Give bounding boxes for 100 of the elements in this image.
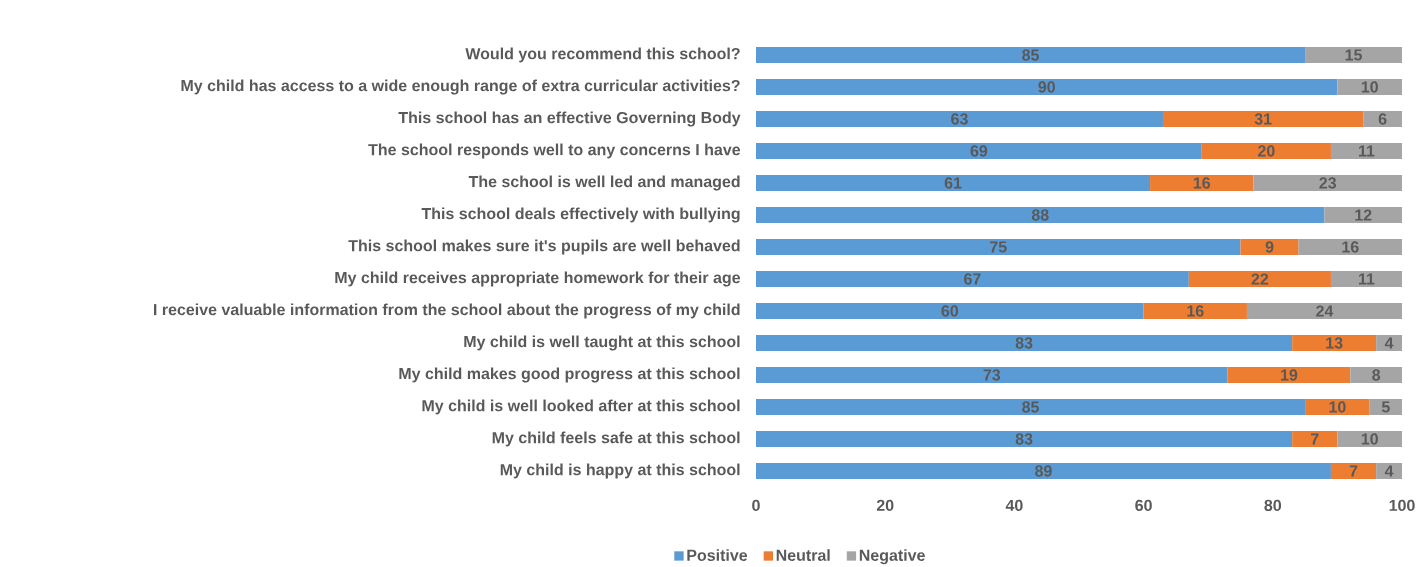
y-tick-label: My child is well looked after at this school — [422, 399, 740, 415]
bar — [1337, 79, 1402, 95]
bar — [1376, 462, 1402, 479]
bar — [1330, 143, 1402, 159]
data-label: 16 — [1193, 177, 1211, 189]
data-label: 9 — [1265, 241, 1274, 253]
data-label: 7 — [1349, 465, 1358, 477]
data-label: 85 — [1022, 401, 1039, 413]
bar — [756, 79, 1338, 95]
legend-label: Negative — [859, 549, 925, 565]
data-label: 60 — [941, 305, 959, 317]
bar — [1305, 399, 1370, 415]
bar — [756, 207, 1325, 223]
data-label: 15 — [1345, 49, 1362, 61]
bar — [756, 399, 1306, 415]
data-label: 4 — [1384, 465, 1394, 477]
bar — [1337, 431, 1402, 447]
data-label: 5 — [1381, 401, 1390, 413]
data-label: 11 — [1359, 145, 1375, 157]
bar — [1246, 302, 1402, 319]
data-label: 24 — [1316, 305, 1334, 317]
bar — [1376, 334, 1402, 351]
legend-label: Positive — [687, 549, 748, 561]
bar — [756, 143, 1202, 159]
bar — [1363, 111, 1402, 127]
data-label: 12 — [1355, 209, 1372, 221]
data-label: 67 — [964, 273, 981, 285]
data-label: 16 — [1187, 305, 1204, 317]
data-label: 69 — [970, 145, 988, 157]
data-label: 61 — [944, 177, 962, 189]
bar — [756, 47, 1306, 63]
y-tick-label: My child is happy at this school — [500, 463, 740, 479]
bar — [1150, 175, 1254, 191]
data-label: 63 — [951, 113, 968, 125]
bar — [1240, 239, 1299, 255]
bar — [756, 431, 1293, 447]
bar — [1201, 143, 1331, 159]
bar — [1330, 462, 1377, 479]
y-tick-label: This school has an effective Governing Body — [398, 111, 741, 127]
y-tick-label: My child feels safe at this school — [492, 431, 740, 447]
bar — [756, 239, 1241, 255]
x-tick-label: 100 — [1389, 499, 1415, 512]
data-label: 16 — [1342, 241, 1359, 253]
data-label: 90 — [1038, 81, 1055, 93]
data-label: 31 — [1254, 113, 1272, 125]
x-tick-label: 40 — [1005, 499, 1023, 512]
bar — [1298, 239, 1402, 255]
y-tick-label: My child makes good progress at this school — [399, 367, 740, 383]
data-label: 6 — [1378, 113, 1387, 125]
y-tick-label: I receive valuable information from the school about the progress of my child — [154, 303, 740, 319]
data-label: 10 — [1361, 433, 1378, 445]
data-label: 23 — [1319, 177, 1337, 189]
x-tick-label: 60 — [1135, 499, 1152, 512]
bar — [1350, 366, 1402, 383]
bar — [756, 271, 1189, 287]
y-tick-label: My child has access to a wide enough range of extra curricular activities? — [181, 79, 740, 95]
x-tick-label: 0 — [752, 499, 760, 512]
data-label: 20 — [1258, 145, 1275, 157]
data-label: 83 — [1015, 433, 1033, 445]
bar — [1143, 302, 1247, 319]
y-tick-label: This school deals effectively with bullying — [421, 207, 740, 223]
bar — [756, 366, 1228, 383]
bar — [1188, 271, 1331, 287]
y-tick-label: The school is well led and managed — [468, 175, 740, 191]
x-tick-label: 80 — [1264, 499, 1282, 512]
bar — [1292, 431, 1338, 447]
data-label: 83 — [1015, 337, 1033, 349]
data-label: 89 — [1035, 465, 1052, 477]
bar — [1305, 47, 1402, 63]
data-label: 10 — [1329, 401, 1346, 413]
data-label: 8 — [1372, 369, 1381, 381]
bar — [1324, 207, 1402, 223]
data-label: 13 — [1326, 337, 1343, 349]
bar — [1330, 271, 1402, 287]
y-tick-label: This school makes sure it's pupils are well behaved — [348, 239, 740, 255]
data-label: 11 — [1359, 273, 1375, 285]
y-tick-label: My child is well taught at this school — [464, 335, 740, 351]
bar — [1162, 111, 1364, 127]
legend-label: Neutral — [776, 549, 830, 561]
bar — [756, 175, 1151, 191]
data-label: 4 — [1384, 337, 1394, 349]
bar — [1253, 175, 1402, 191]
data-label: 19 — [1281, 369, 1298, 381]
bar — [1227, 366, 1351, 383]
data-label: 22 — [1251, 273, 1269, 285]
data-label: 88 — [1031, 209, 1049, 221]
x-tick-label: 20 — [876, 499, 894, 512]
data-label: 85 — [1022, 49, 1039, 61]
data-label: 7 — [1311, 433, 1319, 445]
bar — [756, 462, 1331, 479]
data-label: 10 — [1361, 81, 1378, 93]
y-tick-label: The school responds well to any concerns I have — [368, 143, 741, 159]
bar — [756, 111, 1163, 127]
y-tick-label: My child receives appropriate homework for their age — [335, 271, 741, 287]
bar — [756, 302, 1144, 319]
data-label: 73 — [983, 369, 1001, 381]
y-tick-label: Would you recommend this school? — [465, 47, 740, 63]
data-label: 75 — [990, 241, 1007, 253]
bar — [1292, 334, 1377, 351]
bar — [756, 334, 1293, 351]
